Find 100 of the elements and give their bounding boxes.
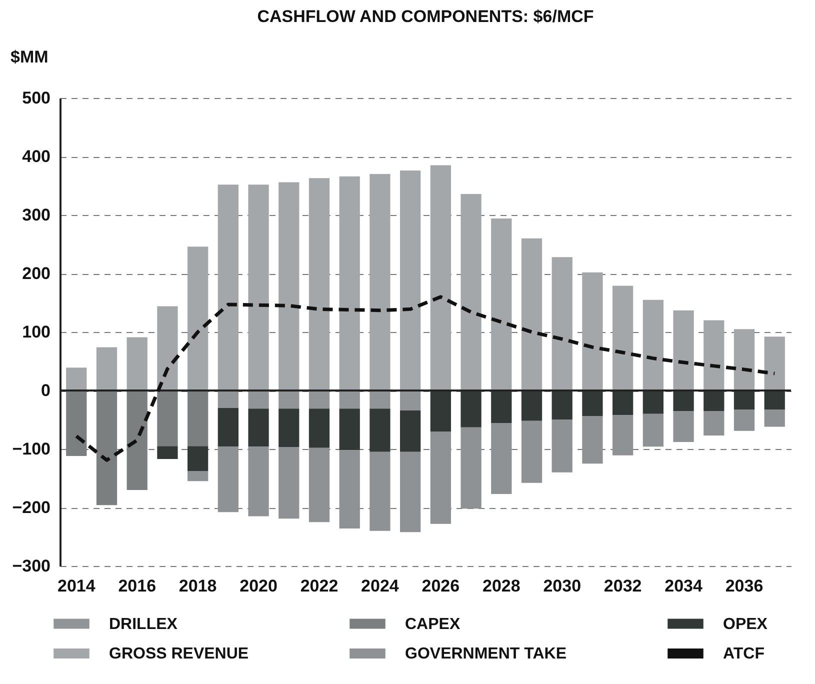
bar	[764, 336, 785, 390]
x-tick-label: 2022	[300, 576, 338, 596]
line-series	[74, 295, 776, 462]
bar	[673, 390, 694, 411]
x-tick-label: 2014	[57, 576, 96, 596]
bar	[370, 452, 390, 531]
bar	[734, 390, 755, 410]
legend-label: OPEX	[723, 616, 768, 633]
y-tick-label: 0	[41, 381, 50, 400]
bar	[157, 446, 178, 459]
bar	[460, 427, 482, 509]
bar	[66, 368, 87, 390]
x-tick-label: 2026	[422, 576, 460, 596]
bar	[370, 174, 390, 390]
bar	[400, 452, 421, 532]
bar	[704, 390, 724, 411]
bar	[764, 390, 785, 410]
x-tick-label: 2030	[543, 576, 582, 596]
y-tick-label: 200	[22, 264, 50, 283]
legend-label: ATCF	[723, 646, 765, 662]
bar	[248, 408, 269, 447]
bar	[460, 194, 482, 390]
bar	[704, 410, 724, 436]
x-tick-label: 2028	[482, 576, 520, 596]
x-tick-label: 2036	[725, 576, 764, 596]
bar	[339, 390, 360, 409]
bar	[218, 408, 238, 447]
bar	[308, 178, 330, 390]
bar	[218, 390, 238, 408]
bar	[126, 337, 148, 390]
bar	[400, 170, 421, 390]
bar	[491, 390, 512, 424]
bar	[460, 390, 482, 428]
bar	[673, 410, 694, 442]
bar	[248, 390, 269, 409]
bar	[248, 446, 269, 516]
bar	[491, 218, 512, 390]
bar	[278, 182, 300, 390]
x-tick-label: 2020	[240, 576, 278, 596]
bar	[308, 448, 330, 522]
bar	[582, 272, 603, 390]
bar	[612, 415, 634, 456]
legend-label: DRILLEX	[109, 616, 178, 633]
y-tick-label: 300	[22, 206, 50, 224]
x-tick-label: 2034	[664, 576, 703, 596]
bar	[278, 447, 300, 519]
bar	[552, 390, 572, 420]
bar	[430, 390, 451, 432]
bar	[188, 246, 208, 390]
x-tick-label: 2018	[178, 576, 217, 596]
x-tick-label: 2024	[361, 576, 400, 596]
y-axis-title: $MM	[10, 48, 48, 66]
bar	[430, 165, 451, 390]
bar	[278, 408, 300, 448]
chart-title: CASHFLOW AND COMPONENTS: $6/MCF	[257, 7, 594, 26]
bar	[642, 414, 664, 447]
bar	[430, 431, 451, 524]
bar	[521, 238, 542, 390]
y-tick-label: 100	[22, 322, 50, 342]
y-tick-label: −100	[12, 440, 50, 458]
bar	[582, 390, 603, 416]
bar	[552, 257, 572, 390]
bar	[400, 390, 421, 410]
bar	[339, 408, 360, 450]
bar	[370, 408, 390, 452]
bar	[157, 390, 178, 446]
bar	[612, 286, 634, 390]
bar	[734, 410, 755, 431]
bar	[218, 446, 238, 512]
bar	[642, 300, 664, 390]
y-tick-label: −200	[12, 498, 50, 517]
legend-label: GOVERNMENT TAKE	[405, 646, 567, 662]
bar	[612, 390, 634, 416]
bar	[339, 176, 360, 390]
bar	[521, 390, 542, 421]
bar	[642, 390, 664, 414]
bar	[308, 408, 330, 448]
bar	[308, 390, 330, 409]
bar	[400, 410, 421, 452]
bar	[188, 471, 208, 482]
bar	[764, 410, 785, 427]
legend-label: CAPEX	[405, 616, 460, 633]
bar	[491, 423, 512, 494]
bar	[552, 420, 572, 472]
y-tick-label: −300	[12, 556, 50, 576]
y-tick-label: 400	[22, 147, 50, 166]
bar	[157, 306, 178, 390]
bar	[521, 420, 542, 483]
bar	[704, 320, 724, 390]
y-tick-label: 500	[22, 88, 50, 108]
bar	[96, 347, 118, 390]
x-tick-label: 2032	[604, 576, 642, 596]
bar	[734, 329, 755, 390]
bar	[339, 450, 360, 529]
legend-label: GROSS REVENUE	[109, 646, 249, 662]
bar	[248, 184, 269, 390]
bar	[582, 416, 603, 464]
bar	[188, 446, 208, 472]
x-tick-label: 2016	[118, 576, 156, 596]
bar	[673, 310, 694, 390]
